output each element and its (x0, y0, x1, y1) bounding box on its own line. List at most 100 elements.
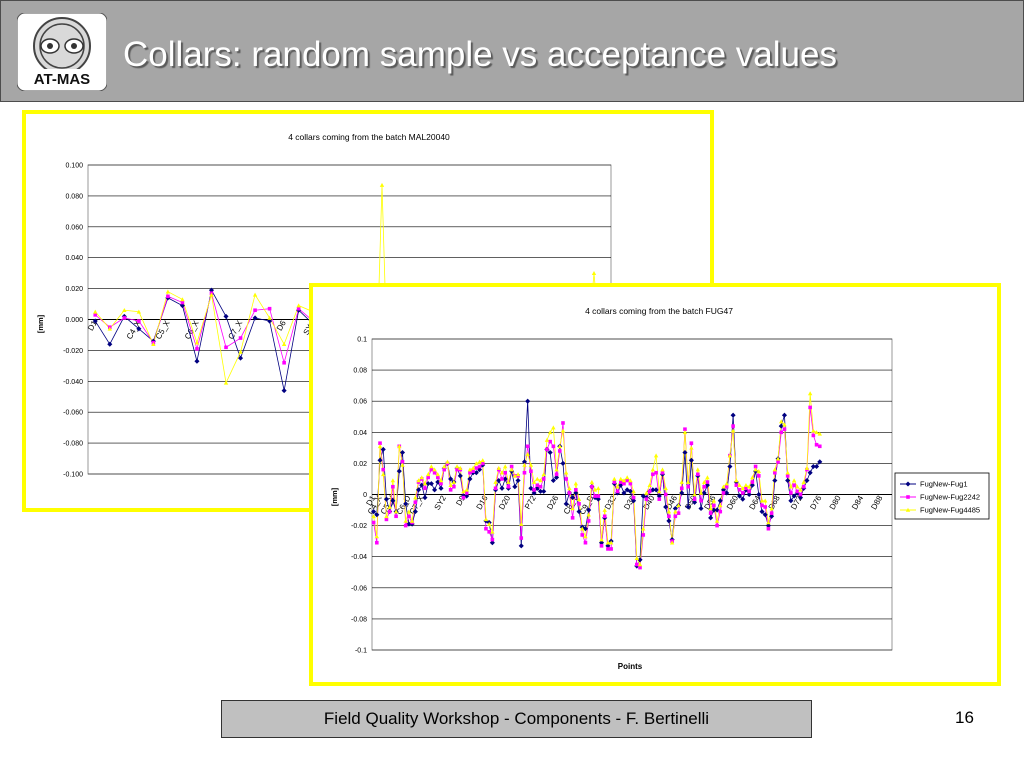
data-point-series-2 (808, 405, 812, 410)
data-point-series-2 (468, 470, 472, 475)
data-point-series-3 (470, 465, 476, 470)
data-point-series-1 (637, 557, 643, 563)
data-point-series-3 (702, 479, 707, 484)
data-point-series-3 (628, 478, 633, 483)
data-point-series-3 (267, 315, 272, 320)
data-point-series-2 (708, 511, 713, 515)
data-point-series-2 (737, 488, 742, 492)
data-point-series-3 (779, 419, 784, 424)
data-point-series-2 (253, 308, 257, 313)
data-point-series-2 (503, 470, 508, 475)
data-point-series-2 (461, 495, 466, 500)
data-point-series-2 (122, 316, 127, 320)
data-point-series-3 (165, 289, 171, 294)
data-point-series-3 (107, 326, 112, 331)
data-point-series-2 (423, 486, 427, 491)
data-point-series-2 (381, 467, 386, 472)
data-point-series-1 (727, 463, 733, 470)
data-point-series-3 (775, 456, 781, 461)
svg-text:AT-MAS: AT-MAS (34, 71, 90, 88)
data-point-series-3 (663, 486, 668, 491)
data-point-series-3 (525, 451, 530, 456)
data-point-series-3 (605, 540, 611, 545)
data-point-series-2 (238, 336, 243, 340)
data-point-series-3 (612, 476, 617, 481)
data-point-series-2 (686, 484, 690, 489)
data-point-series-3 (477, 459, 482, 464)
data-point-series-3 (811, 428, 816, 433)
data-point-series-2 (660, 470, 665, 475)
data-point-series-2 (403, 523, 408, 528)
data-point-series-3 (730, 428, 736, 433)
chart-title: 4 collars coming from the batch MAL20040 (288, 132, 450, 142)
data-point-series-2 (574, 488, 578, 492)
data-point-series-2 (426, 475, 430, 480)
data-point-series-3 (641, 526, 646, 531)
data-point-series-1 (528, 485, 534, 491)
data-point-series-1 (237, 355, 244, 361)
data-point-series-2 (760, 503, 764, 508)
data-point-series-1 (208, 287, 215, 293)
data-point-series-3 (435, 472, 441, 477)
data-point-series-2 (267, 306, 272, 311)
data-point-series-2 (439, 481, 443, 486)
data-point-series-2 (487, 530, 491, 534)
data-point-series-3 (451, 479, 457, 484)
data-point-series-3 (416, 478, 421, 483)
legend-label: FugNew-Fug1 (920, 480, 968, 489)
data-point-series-3 (281, 342, 287, 347)
data-point-series-2 (744, 486, 748, 491)
data-point-series-3 (698, 490, 704, 495)
y-tick-label: -0.04 (351, 554, 367, 561)
data-point-series-3 (551, 425, 556, 430)
data-point-series-3 (374, 534, 380, 539)
data-point-series-2 (455, 467, 459, 472)
data-point-series-3 (576, 496, 582, 501)
data-point-series-1 (415, 487, 422, 493)
data-point-series-2 (644, 497, 649, 501)
data-point-series-3 (467, 467, 473, 472)
data-point-series-3 (788, 484, 794, 489)
data-point-series-2 (590, 484, 594, 489)
page-number: 16 (955, 708, 974, 727)
y-tick-label: 0.02 (353, 461, 367, 468)
data-point-series-2 (541, 477, 546, 481)
data-point-series-1 (496, 477, 502, 484)
data-point-series-1 (810, 463, 816, 470)
data-point-series-3 (223, 380, 229, 385)
data-point-series-3 (727, 453, 733, 458)
data-point-series-2 (564, 477, 568, 481)
data-point-series-2 (477, 464, 482, 469)
data-point-series-2 (817, 444, 822, 449)
data-point-series-1 (252, 315, 258, 321)
data-point-series-3 (393, 509, 399, 514)
data-point-series-3 (379, 182, 385, 187)
data-point-series-3 (772, 467, 778, 472)
data-point-series-3 (746, 484, 752, 489)
data-point-series-3 (583, 534, 588, 539)
data-point-series-1 (541, 488, 547, 494)
data-point-series-3 (496, 465, 501, 470)
data-point-series-3 (718, 503, 723, 508)
data-point-series-3 (637, 562, 643, 567)
data-point-series-3 (750, 475, 755, 480)
data-point-series-3 (791, 478, 797, 483)
data-point-series-3 (432, 467, 437, 472)
data-point-series-3 (798, 487, 803, 492)
data-point-series-3 (458, 465, 463, 470)
data-point-series-1 (512, 484, 518, 490)
data-point-series-2 (596, 494, 601, 498)
data-point-series-2 (731, 424, 735, 428)
data-point-series-1 (554, 474, 560, 480)
data-point-series-3 (403, 518, 408, 523)
data-point-series-3 (390, 478, 396, 483)
y-tick-label: 0.1 (357, 337, 367, 344)
data-point-series-1 (785, 477, 791, 484)
chart-fug47: 4 collars coming from the batch FUG47 [m… (330, 306, 990, 671)
data-point-series-2 (718, 509, 723, 514)
data-point-series-2 (93, 313, 98, 317)
data-point-series-3 (689, 445, 694, 450)
data-point-series-3 (547, 430, 553, 435)
y-tick-label: -0.1 (355, 648, 367, 655)
data-point-series-2 (224, 345, 228, 350)
